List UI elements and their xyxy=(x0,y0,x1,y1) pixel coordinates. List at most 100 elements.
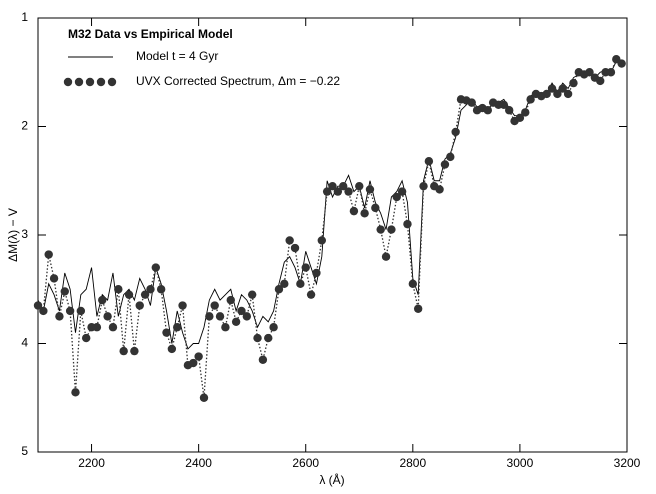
data-point xyxy=(108,323,118,332)
data-point xyxy=(397,187,407,196)
data-point xyxy=(103,312,112,321)
legend-marker xyxy=(96,77,106,87)
data-point xyxy=(371,203,380,213)
data-point xyxy=(446,152,455,162)
data-point xyxy=(124,290,134,299)
data-point xyxy=(328,181,337,191)
data-point xyxy=(269,323,278,332)
data-point xyxy=(296,279,305,289)
data-point xyxy=(365,185,375,194)
data-point xyxy=(301,263,310,272)
data-point xyxy=(242,312,252,321)
data-point xyxy=(253,333,262,343)
x-tick-label: 2400 xyxy=(185,456,212,470)
data-point xyxy=(151,263,160,272)
data-point xyxy=(146,285,155,294)
y-tick-label: 2 xyxy=(21,119,28,133)
data-point xyxy=(392,192,401,202)
data-point xyxy=(274,285,284,294)
data-point xyxy=(98,295,107,305)
data-point xyxy=(499,100,509,110)
data-point xyxy=(178,301,187,310)
data-point xyxy=(130,346,139,356)
data-point xyxy=(413,304,423,313)
data-point xyxy=(226,295,235,305)
data-point xyxy=(264,333,273,343)
x-tick-label: 3000 xyxy=(507,456,534,470)
legend-marker xyxy=(63,77,73,87)
x-axis-label: λ (Å) xyxy=(319,472,344,487)
data-point xyxy=(285,236,294,245)
data-point xyxy=(76,306,86,316)
data-point xyxy=(424,157,434,166)
data-point xyxy=(33,301,43,310)
data-point xyxy=(521,108,530,117)
data-point xyxy=(606,68,616,77)
data-point xyxy=(505,106,514,115)
data-point xyxy=(194,352,203,361)
legend-label: UVX Corrected Spectrum, Δm = −0.22 xyxy=(136,74,340,88)
x-tick-label: 2200 xyxy=(78,456,105,470)
data-point xyxy=(360,209,369,218)
data-point xyxy=(199,393,209,402)
data-point xyxy=(167,344,177,354)
data-point xyxy=(339,181,348,191)
data-point xyxy=(349,206,359,216)
data-point xyxy=(140,290,150,299)
data-point xyxy=(526,95,535,104)
y-tick-label: 4 xyxy=(21,336,28,350)
data-point xyxy=(376,225,385,234)
data-point xyxy=(231,317,241,326)
data-point xyxy=(387,225,396,234)
data-point xyxy=(585,68,594,77)
data-point xyxy=(333,187,343,196)
y-tick-label: 1 xyxy=(21,10,28,24)
legend-label: Model t = 4 Gyr xyxy=(136,49,218,63)
data-point xyxy=(467,98,476,107)
data-point xyxy=(558,84,567,93)
data-point xyxy=(210,301,219,310)
chart-title: M32 Data vs Empirical Model xyxy=(68,27,233,41)
data-point xyxy=(483,106,492,115)
data-point xyxy=(221,323,230,332)
data-point xyxy=(60,287,69,296)
data-point xyxy=(547,84,557,93)
data-point xyxy=(258,355,268,364)
data-point xyxy=(440,160,450,169)
x-tick-label: 3200 xyxy=(614,456,641,470)
y-tick-label: 3 xyxy=(21,227,28,241)
data-point xyxy=(55,312,64,321)
data-point xyxy=(173,323,182,332)
data-point xyxy=(247,290,257,299)
data-point xyxy=(617,59,626,68)
data-point xyxy=(515,113,525,123)
x-tick-label: 2800 xyxy=(399,456,426,470)
data-point xyxy=(542,89,551,99)
data-point xyxy=(403,219,412,229)
data-point xyxy=(596,76,605,86)
data-point xyxy=(114,285,123,294)
data-point xyxy=(408,279,418,289)
y-tick-label: 5 xyxy=(21,444,28,458)
data-point xyxy=(156,285,166,294)
data-point xyxy=(49,274,59,283)
data-point xyxy=(290,243,300,253)
data-point xyxy=(563,89,573,99)
data-point xyxy=(65,306,75,316)
data-point xyxy=(215,312,225,321)
data-point xyxy=(451,127,460,137)
data-point xyxy=(317,236,326,245)
data-point xyxy=(237,306,246,316)
data-point xyxy=(135,301,144,310)
data-point xyxy=(344,187,353,196)
data-point xyxy=(81,333,91,343)
y-axis-label: ΔM(λ) − V xyxy=(6,208,20,262)
data-point xyxy=(119,346,128,356)
data-point xyxy=(435,185,444,194)
data-point xyxy=(322,187,332,196)
data-point xyxy=(355,181,364,191)
data-point xyxy=(44,250,53,259)
data-point xyxy=(312,268,321,278)
data-point xyxy=(71,388,80,397)
